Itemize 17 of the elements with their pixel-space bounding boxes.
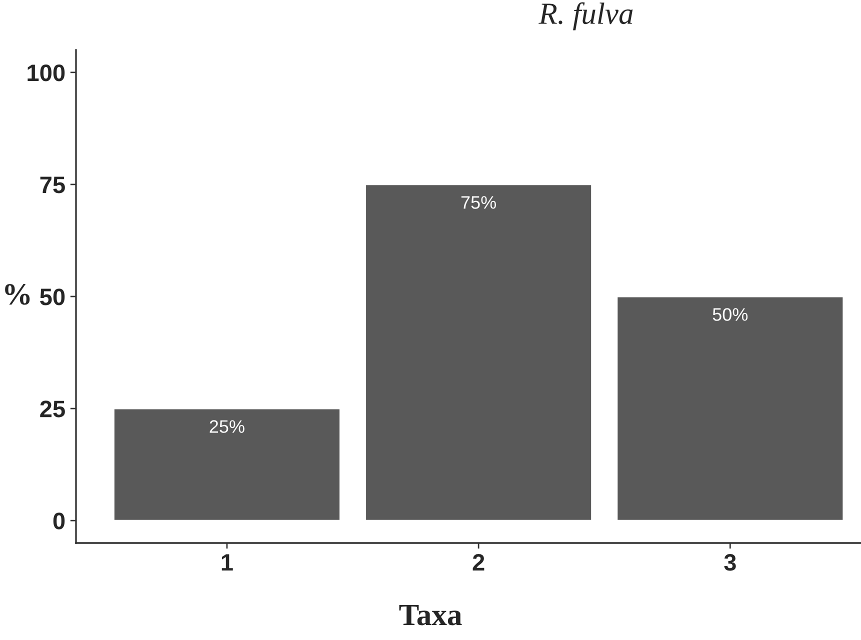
bar (616, 296, 844, 522)
y-tick-label: 50 (40, 288, 65, 306)
chart-title: R. fulva (538, 2, 633, 30)
x-tick-label: 3 (724, 554, 736, 571)
x-axis-title: Taxa (399, 604, 462, 626)
data-label: 75% (461, 196, 496, 209)
y-tick-label: 25 (40, 400, 65, 418)
data-label: 25% (210, 420, 244, 433)
x-tick-label: 1 (222, 554, 233, 571)
x-tick-label: 2 (472, 554, 484, 571)
data-label: 50% (712, 308, 748, 321)
y-tick-label: 0 (53, 512, 65, 530)
y-axis-title: % (5, 284, 30, 305)
bar (364, 184, 592, 522)
y-tick-label: 100 (28, 64, 65, 82)
y-tick-label: 75 (40, 176, 65, 194)
bar (113, 408, 341, 522)
